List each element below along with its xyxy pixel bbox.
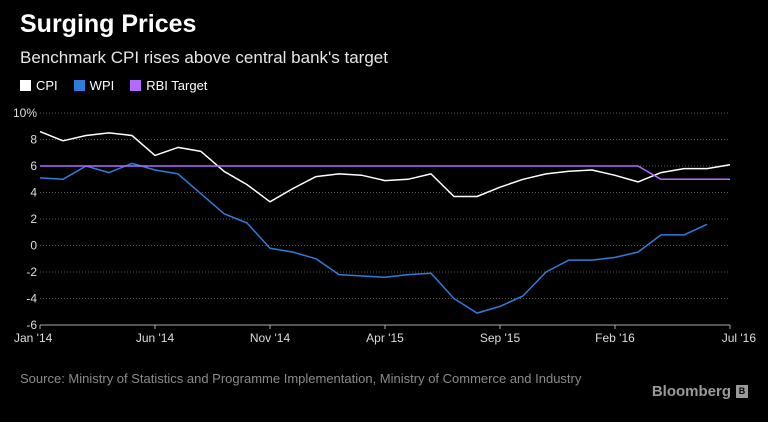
x-tick-label: Jun '14 xyxy=(136,331,175,345)
y-tick-label: -6 xyxy=(26,318,37,332)
y-tick-label: 8 xyxy=(30,133,37,147)
series-line-wpi xyxy=(39,162,708,314)
legend-item-wpi: WPI xyxy=(73,78,115,93)
legend-swatch-wpi xyxy=(73,80,85,91)
y-tick-label: -2 xyxy=(26,265,37,279)
legend: CPI WPI RBI Target xyxy=(20,78,207,93)
y-tick-label: 2 xyxy=(30,212,37,226)
y-tick-label: 4 xyxy=(30,186,37,200)
bloomberg-logo-icon: B xyxy=(736,385,748,398)
x-tick-label: Jan '14 xyxy=(14,331,53,345)
y-tick-label: 6 xyxy=(30,159,37,173)
chart-subtitle: Benchmark CPI rises above central bank's… xyxy=(20,48,388,67)
y-tick-label: 10% xyxy=(13,106,37,120)
series-lines xyxy=(39,130,731,314)
legend-label-wpi: WPI xyxy=(89,78,115,93)
legend-label-rbi-target: RBI Target xyxy=(146,78,208,93)
y-tick-label: -4 xyxy=(26,292,37,306)
series-line-rbi-target xyxy=(40,165,730,181)
x-tick-label: Sep '15 xyxy=(480,331,521,345)
brand: Bloomberg B xyxy=(652,383,748,400)
legend-swatch-cpi xyxy=(20,80,31,91)
grid-lines xyxy=(40,112,730,299)
legend-swatch-rbi-target xyxy=(130,80,142,91)
chart-title: Surging Prices xyxy=(20,10,197,38)
legend-item-cpi: CPI xyxy=(20,78,58,93)
x-tick-label: Jul '16 xyxy=(722,331,757,345)
x-tick-label: Apr '15 xyxy=(366,331,404,345)
legend-label-cpi: CPI xyxy=(36,78,58,93)
legend-item-rbi-target: RBI Target xyxy=(130,78,207,93)
x-tick-label: Nov '14 xyxy=(250,331,291,345)
y-tick-label: 0 xyxy=(30,239,37,253)
brand-name: Bloomberg xyxy=(651,383,731,400)
series-line-cpi xyxy=(39,130,731,203)
x-tick-label: Feb '16 xyxy=(595,331,635,345)
source-note: Source: Ministry of Statistics and Progr… xyxy=(20,371,582,386)
